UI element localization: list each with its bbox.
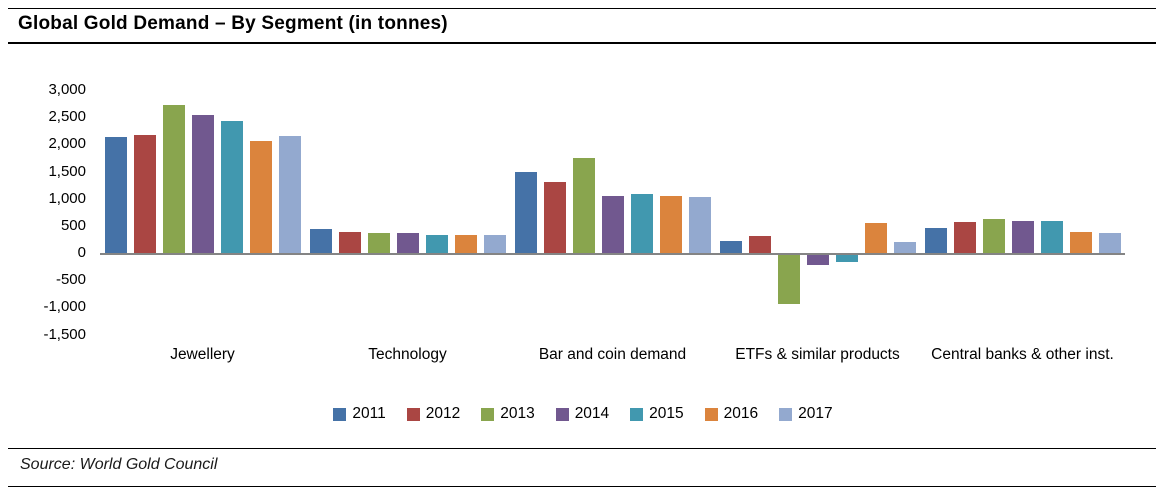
category-label: ETFs & similar products	[735, 346, 900, 363]
bar-2016-technology	[454, 235, 477, 253]
bar-2017-central-banks-other-inst-	[1098, 232, 1121, 253]
bar-2014-technology	[396, 233, 419, 253]
bar-2015-etfs-similar-products	[835, 254, 858, 262]
footer-top-divider	[8, 448, 1156, 449]
legend-label: 2014	[574, 405, 610, 422]
chart-title: Global Gold Demand – By Segment (in tonn…	[18, 13, 448, 34]
bar-2013-central-banks-other-inst-	[982, 218, 1005, 253]
bar-2016-jewellery	[249, 140, 272, 253]
bar-2015-technology	[425, 234, 448, 253]
category-label: Technology	[368, 346, 447, 363]
bar-2017-jewellery	[278, 136, 301, 253]
y-axis-tick-label: 500	[60, 216, 86, 234]
legend-label: 2011	[352, 405, 386, 422]
bar-2011-technology	[309, 228, 332, 253]
bar-2015-central-banks-other-inst-	[1040, 221, 1063, 253]
legend-swatch-icon	[555, 407, 569, 421]
bar-2011-bar-and-coin-demand	[514, 171, 537, 253]
y-axis-tick-label: -1,000	[43, 298, 86, 316]
x-axis-line	[100, 253, 1125, 255]
bar-2013-technology	[367, 232, 390, 253]
bar-2012-central-banks-other-inst-	[953, 222, 976, 253]
y-axis-tick-label: 1,000	[48, 189, 86, 207]
bar-2011-etfs-similar-products	[719, 240, 742, 253]
bar-2012-technology	[338, 231, 361, 253]
legend-item-2014: 2014	[555, 405, 610, 423]
title-divider	[8, 42, 1156, 44]
legend-item-2011: 2011	[333, 405, 386, 423]
bar-2013-etfs-similar-products	[777, 254, 800, 304]
bar-2017-bar-and-coin-demand	[688, 196, 711, 253]
legend-label: 2013	[500, 405, 535, 422]
bar-2012-bar-and-coin-demand	[543, 181, 566, 253]
y-axis-tick-label: -1,500	[43, 325, 86, 343]
legend-item-2017: 2017	[779, 405, 833, 423]
category-label: Bar and coin demand	[538, 346, 687, 363]
y-axis-tick-label: -500	[55, 271, 86, 289]
bar-2012-jewellery	[133, 134, 156, 253]
bar-2015-jewellery	[220, 120, 243, 253]
legend-label: 2015	[649, 405, 684, 422]
legend-item-2016: 2016	[704, 405, 759, 423]
legend-label: 2012	[425, 405, 461, 422]
legend-item-2012: 2012	[406, 405, 461, 423]
bar-2016-central-banks-other-inst-	[1069, 231, 1092, 253]
bar-2017-etfs-similar-products	[893, 242, 916, 253]
bar-2014-central-banks-other-inst-	[1011, 220, 1034, 253]
y-axis-tick-label: 0	[77, 244, 86, 261]
plot-area	[100, 90, 1125, 335]
source-note: Source: World Gold Council	[20, 456, 218, 473]
y-axis-tick-label: 2,500	[48, 108, 86, 126]
bar-2013-bar-and-coin-demand	[572, 158, 595, 253]
category-label: Jewellery	[170, 346, 235, 363]
legend-label: 2017	[798, 405, 833, 422]
bar-2011-central-banks-other-inst-	[924, 227, 947, 253]
legend-swatch-icon	[704, 407, 718, 421]
y-axis-tick-label: 3,000	[48, 81, 86, 98]
y-axis-tick-label: 1,500	[48, 162, 86, 180]
legend-item-2013: 2013	[481, 405, 535, 423]
chart-legend: 2011 2012 2013 2014 2015 2016 2017	[0, 405, 1166, 423]
category-label: Central banks & other inst.	[931, 346, 1114, 363]
bar-2014-jewellery	[191, 114, 214, 253]
legend-label: 2016	[723, 405, 759, 422]
legend-swatch-icon	[406, 407, 420, 421]
legend-item-2015: 2015	[630, 405, 684, 423]
bar-2012-etfs-similar-products	[748, 236, 771, 253]
legend-swatch-icon	[333, 407, 347, 421]
bar-2016-bar-and-coin-demand	[659, 195, 682, 253]
bar-2015-bar-and-coin-demand	[630, 193, 653, 253]
bar-2014-bar-and-coin-demand	[601, 196, 624, 253]
bar-2013-jewellery	[162, 105, 185, 253]
bar-2011-jewellery	[104, 137, 127, 253]
bar-2014-etfs-similar-products	[806, 254, 829, 266]
bar-2016-etfs-similar-products	[864, 223, 887, 253]
legend-swatch-icon	[481, 407, 495, 421]
legend-swatch-icon	[779, 407, 793, 421]
footer-bottom-divider	[8, 486, 1156, 487]
legend-swatch-icon	[630, 407, 644, 421]
y-axis-tick-label: 2,000	[48, 135, 86, 153]
bar-2017-technology	[483, 234, 506, 253]
top-divider	[8, 8, 1156, 9]
